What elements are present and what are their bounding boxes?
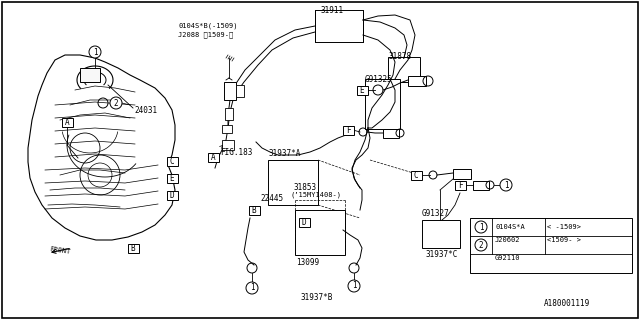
Text: FRONT: FRONT	[49, 245, 71, 254]
Bar	[166, 190, 177, 199]
Text: 13099: 13099	[296, 258, 319, 267]
Text: 1: 1	[250, 284, 254, 292]
Text: 2: 2	[114, 99, 118, 108]
Bar	[410, 171, 422, 180]
Text: 1: 1	[504, 180, 508, 189]
Text: (’15MY1408-): (’15MY1408-)	[290, 191, 341, 197]
Bar	[473, 181, 489, 190]
Text: 24031: 24031	[134, 106, 157, 115]
Text: 1: 1	[352, 282, 356, 291]
Bar	[298, 218, 310, 227]
Bar	[295, 210, 345, 255]
Bar	[166, 173, 177, 182]
Text: G91325: G91325	[365, 75, 393, 84]
Bar	[225, 108, 233, 120]
Text: 31911: 31911	[320, 6, 343, 15]
Bar	[470, 218, 632, 273]
Bar	[166, 156, 177, 165]
Text: J2088 〈1509-〉: J2088 〈1509-〉	[178, 31, 233, 38]
Text: 31853: 31853	[293, 183, 316, 192]
Text: <1509- >: <1509- >	[547, 237, 581, 243]
Circle shape	[475, 221, 487, 233]
Bar	[207, 153, 218, 162]
Circle shape	[500, 179, 512, 191]
Bar	[236, 85, 244, 97]
Text: J20602: J20602	[495, 237, 520, 243]
Text: 31937*A: 31937*A	[268, 149, 300, 158]
Bar	[453, 169, 471, 179]
Bar	[454, 180, 465, 189]
Circle shape	[246, 282, 258, 294]
Text: 31937*C: 31937*C	[425, 250, 458, 259]
Bar	[222, 125, 232, 133]
Text: < -1509>: < -1509>	[547, 224, 581, 230]
Text: G92110: G92110	[495, 255, 520, 261]
Text: A: A	[211, 153, 215, 162]
Bar	[356, 85, 367, 94]
Text: D: D	[170, 190, 174, 199]
Text: 0104S*B(-1509): 0104S*B(-1509)	[178, 22, 237, 28]
Text: 31878: 31878	[388, 52, 411, 61]
Circle shape	[348, 280, 360, 292]
Bar	[224, 82, 236, 100]
Text: C: C	[413, 171, 419, 180]
Circle shape	[110, 97, 122, 109]
Text: 1: 1	[479, 222, 483, 231]
Bar	[315, 10, 363, 42]
Text: A180001119: A180001119	[544, 299, 590, 308]
Bar	[222, 140, 234, 150]
Bar	[61, 117, 72, 126]
Text: E: E	[170, 173, 174, 182]
Text: B: B	[131, 244, 135, 252]
Circle shape	[475, 239, 487, 251]
Text: F: F	[458, 180, 462, 189]
Bar	[127, 244, 138, 252]
Bar	[422, 220, 460, 248]
Text: 1: 1	[93, 47, 97, 57]
Bar	[268, 160, 318, 205]
Text: 2: 2	[479, 241, 483, 250]
Bar	[408, 76, 426, 86]
Text: F: F	[346, 125, 350, 134]
Bar	[342, 125, 353, 134]
Text: FIG.183: FIG.183	[220, 148, 252, 157]
Text: D: D	[301, 218, 307, 227]
Bar	[248, 205, 259, 214]
Circle shape	[89, 46, 101, 58]
Text: E: E	[360, 85, 364, 94]
Text: C: C	[170, 156, 174, 165]
Bar	[388, 57, 420, 82]
Text: 22445: 22445	[260, 194, 283, 203]
Bar	[80, 68, 100, 82]
Text: G91327: G91327	[422, 209, 450, 218]
Text: B: B	[252, 205, 256, 214]
Text: 31937*B: 31937*B	[300, 293, 332, 302]
Text: 0104S*A: 0104S*A	[495, 224, 525, 230]
Text: A: A	[65, 117, 69, 126]
Bar	[365, 79, 400, 129]
Bar	[383, 129, 399, 138]
